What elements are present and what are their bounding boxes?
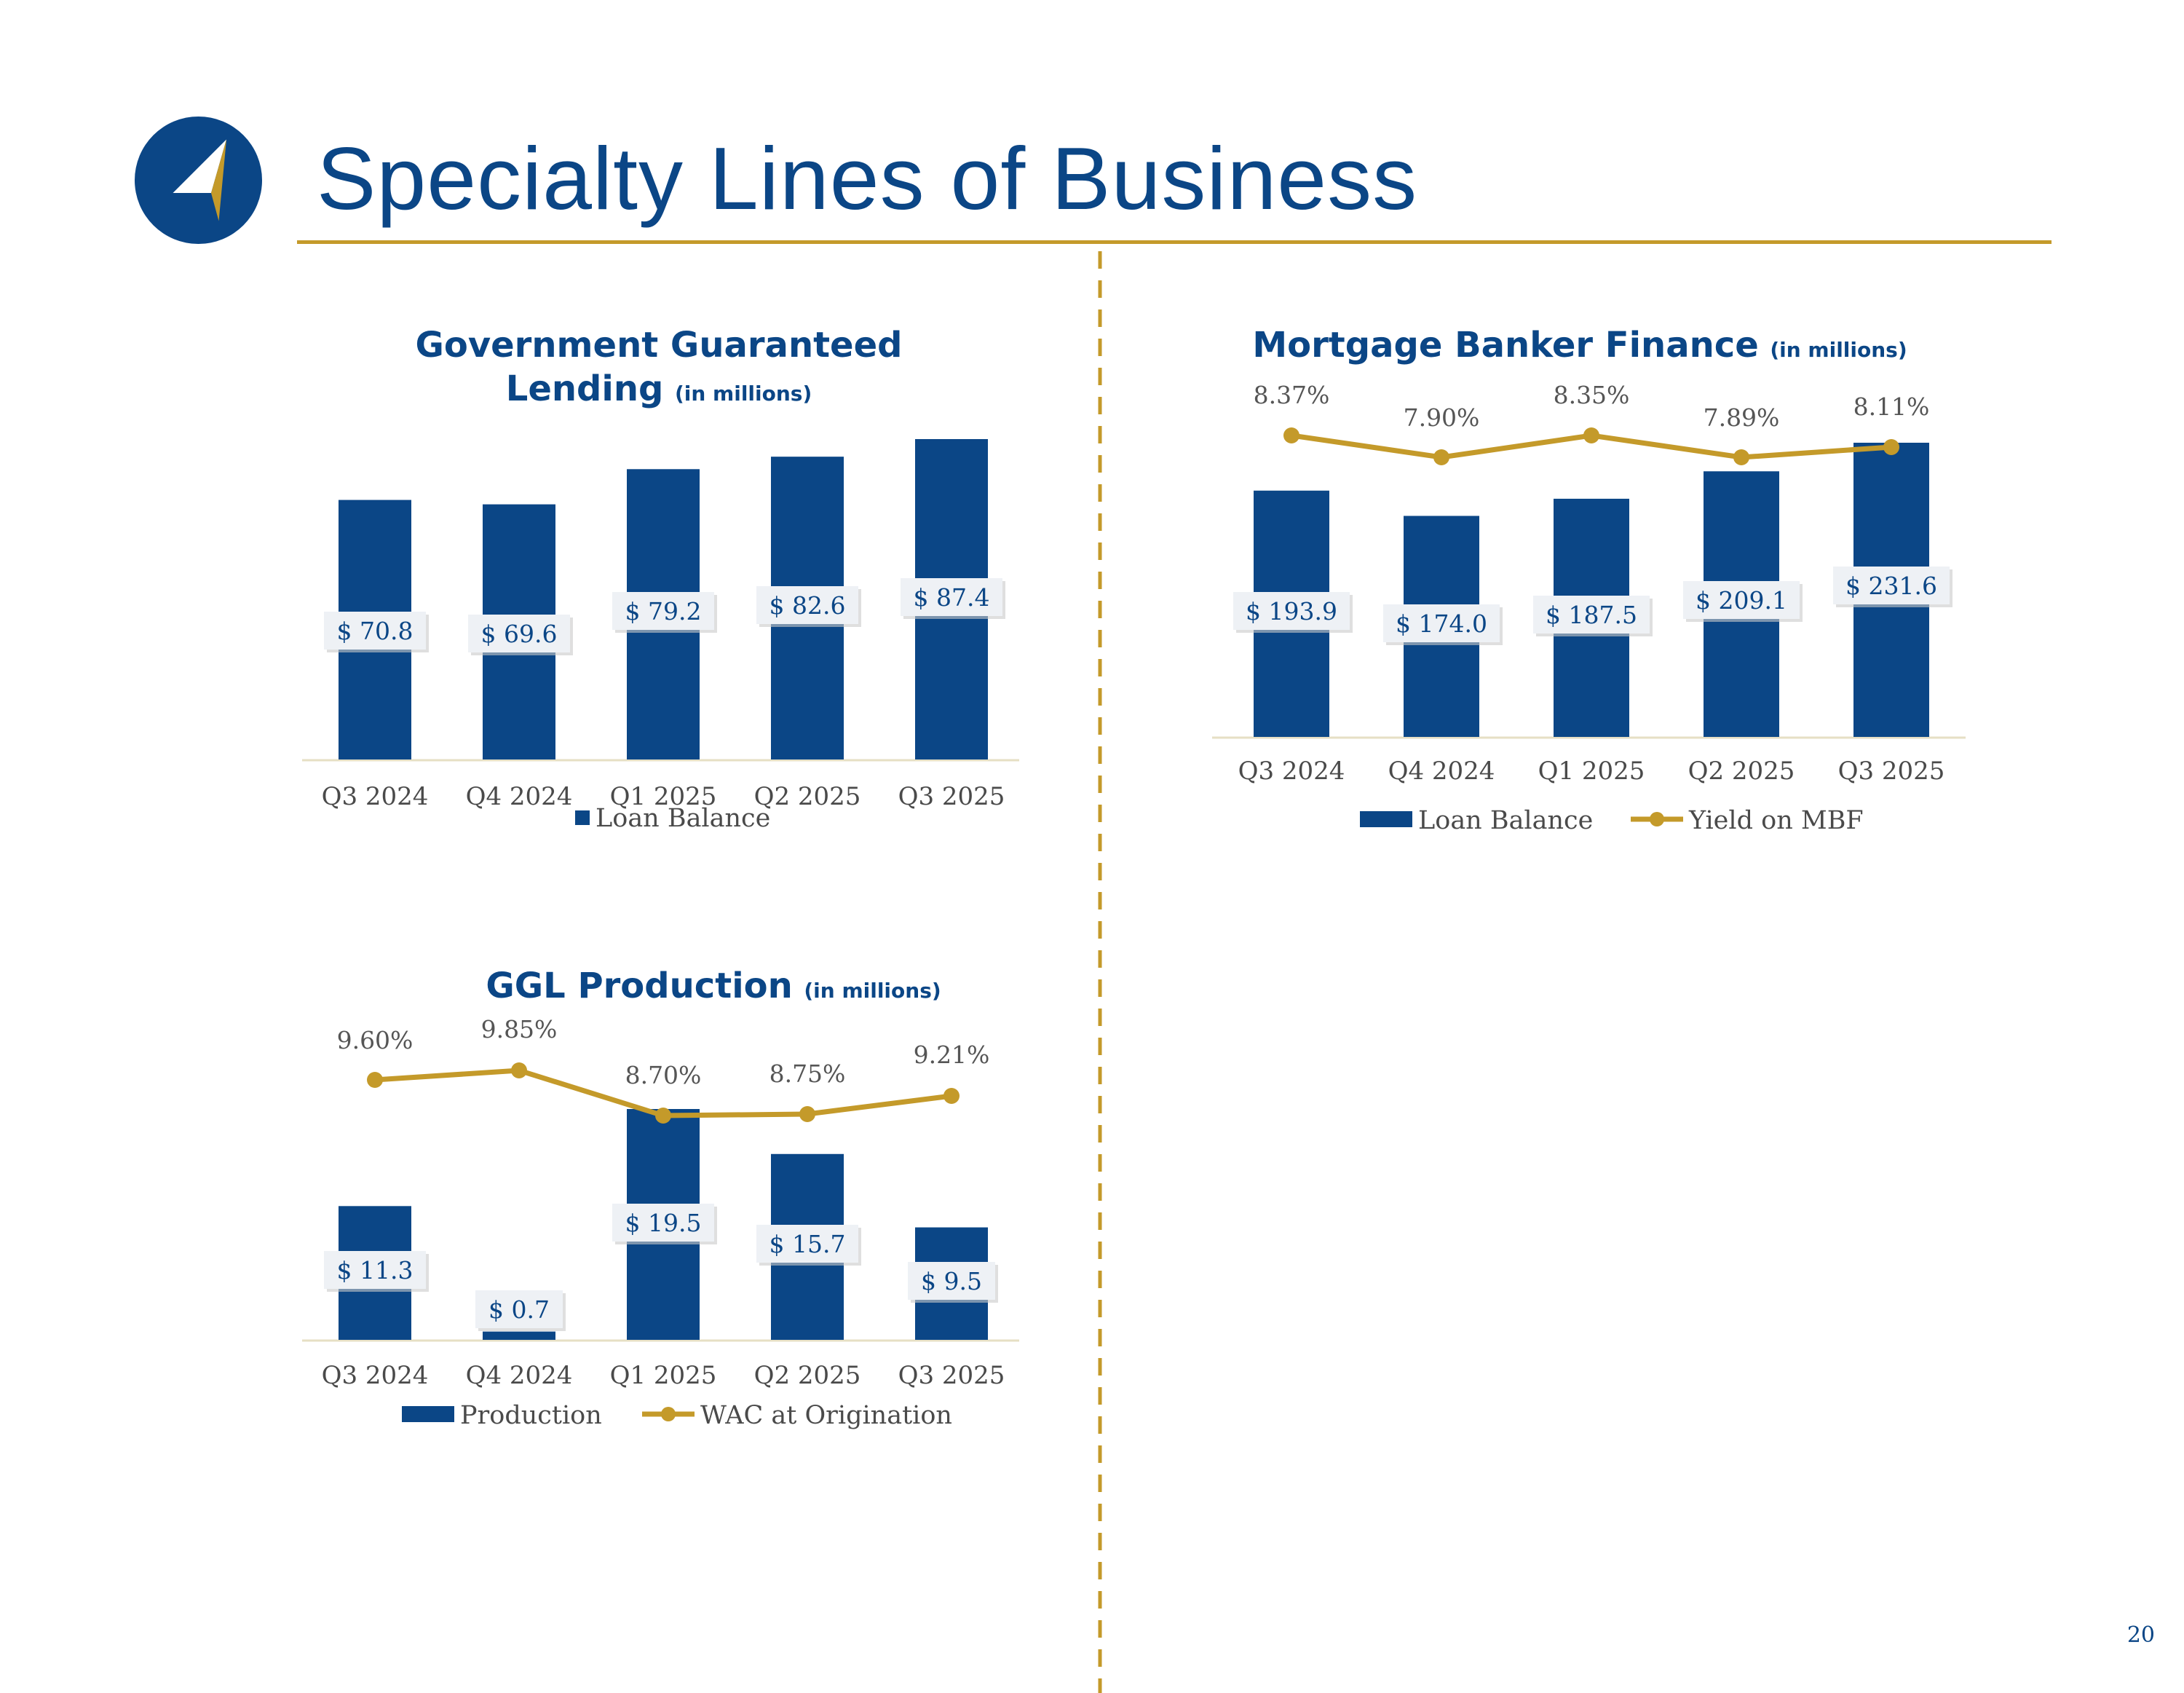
- ggl-title-line2-text: Lending: [506, 368, 664, 409]
- ggl-label-box-2: [468, 615, 570, 652]
- prod-title-suffix: (in millions): [804, 979, 941, 1003]
- mbf-x-tick-2: Q4 2024: [1388, 757, 1495, 786]
- prod-label-box-1: [324, 1251, 426, 1289]
- prod-bar-label-2: $ 0.7: [488, 1295, 550, 1324]
- mbf-title-suffix: (in millions): [1770, 338, 1907, 362]
- prod-line-point-4: [799, 1106, 815, 1122]
- prod-label-box-4: [756, 1225, 858, 1263]
- ggl-bar-label-3: $ 79.2: [625, 597, 702, 625]
- mbf-title-text: Mortgage Banker Finance: [1252, 325, 1758, 366]
- mbf-line-point-1: [1283, 427, 1299, 443]
- prod-x-tick-1: Q3 2024: [322, 1361, 429, 1390]
- mbf-x-tick-1: Q3 2024: [1238, 757, 1345, 786]
- mbf-label-box-1: [1233, 592, 1350, 630]
- mbf-line-label-3: 8.35%: [1554, 381, 1630, 409]
- ggl-title-line2: Lending (in millions): [506, 368, 812, 409]
- mbf-line-point-5: [1883, 439, 1899, 455]
- mbf-legend-label-2: Yield on MBF: [1688, 806, 1864, 835]
- prod-title-text: GGL Production: [486, 966, 792, 1006]
- mbf-label-box-4: [1683, 581, 1800, 619]
- ggl-label-box-1: [324, 612, 426, 650]
- ggl-label-box-3: [612, 592, 714, 630]
- prod-label-box-3: [612, 1204, 714, 1242]
- title-underline: [297, 240, 2052, 244]
- mbf-line-label-5: 8.11%: [1853, 392, 1930, 421]
- mbf-legend-label-1: Loan Balance: [1418, 806, 1593, 835]
- mbf-bar-label-1: $ 193.9: [1246, 597, 1337, 625]
- mbf-line-label-1: 8.37%: [1254, 381, 1330, 409]
- mbf-line-point-4: [1733, 449, 1749, 465]
- prod-label-box-5: [908, 1262, 995, 1300]
- ggl-title-suffix: (in millions): [675, 382, 812, 406]
- section-divider: [1098, 251, 1102, 1693]
- mbf-bar-label-2: $ 174.0: [1396, 609, 1487, 638]
- ggl-x-tick-5: Q3 2025: [898, 782, 1005, 811]
- mbf-label-box-5: [1833, 567, 1950, 604]
- mbf-x-tick-3: Q1 2025: [1538, 757, 1645, 786]
- prod-x-tick-3: Q1 2025: [610, 1361, 717, 1390]
- prod-x-tick-2: Q4 2024: [466, 1361, 573, 1390]
- prod-line-label-1: 9.60%: [337, 1026, 414, 1054]
- prod-line-label-2: 9.85%: [481, 1015, 558, 1043]
- mbf-legend-marker-2: [1650, 812, 1664, 826]
- ggl-x-tick-2: Q4 2024: [466, 782, 573, 811]
- ggl-label-box-4: [756, 586, 858, 624]
- mbf-plot-area: $ 193.9 Q3 2024 $ 174.0 Q4 2024 $ 187.5 Q1 20…: [1212, 381, 1966, 835]
- ggl-bar-label-4: $ 82.6: [769, 591, 846, 620]
- prod-line-point-1: [367, 1072, 383, 1088]
- ggl-x-tick-1: Q3 2024: [322, 782, 429, 811]
- ggl-label-box-5: [901, 578, 1002, 616]
- mbf-bar-label-5: $ 231.6: [1845, 572, 1937, 600]
- mbf-x-tick-5: Q3 2025: [1838, 757, 1945, 786]
- prod-legend-marker-2: [661, 1407, 676, 1421]
- mbf-line-point-3: [1583, 427, 1599, 443]
- ggl-bar-label-5: $ 87.4: [914, 583, 990, 612]
- prod-title: GGL Production (in millions): [486, 966, 941, 1006]
- ggl-bar-label-2: $ 69.6: [481, 620, 558, 648]
- mbf-line-label-2: 7.90%: [1404, 403, 1480, 432]
- prod-line-point-3: [655, 1108, 671, 1124]
- prod-bar-2: [483, 1331, 555, 1340]
- prod-line-label-5: 9.21%: [914, 1041, 990, 1069]
- prod-label-box-2: [475, 1290, 563, 1328]
- ggl-legend-label-1: Loan Balance: [596, 804, 770, 833]
- ggl-title-line1: Government Guaranteed: [415, 325, 902, 366]
- mbf-bar-label-3: $ 187.5: [1546, 601, 1637, 629]
- prod-bar-label-3: $ 19.5: [625, 1209, 702, 1237]
- ggl-plot-area: $ 70.8 Q3 2024 $ 69.6 Q4 2024 $ 79.2 Q1 2025 $…: [302, 439, 1019, 833]
- prod-bar-label-1: $ 11.3: [337, 1256, 414, 1284]
- prod-line-point-2: [511, 1062, 527, 1078]
- ggl-x-tick-4: Q2 2025: [754, 782, 861, 811]
- page-number: 20: [2126, 1622, 2155, 1648]
- mbf-line-point-2: [1433, 449, 1449, 465]
- mbf-line-label-4: 7.89%: [1704, 403, 1780, 432]
- prod-legend-label-2: WAC at Origination: [700, 1401, 952, 1430]
- page-title: Specialty Lines of Business: [317, 129, 1418, 228]
- company-logo: [135, 117, 262, 244]
- mbf-legend-swatch-1: [1360, 811, 1412, 827]
- prod-line-point-5: [943, 1088, 960, 1104]
- mbf-x-tick-4: Q2 2025: [1688, 757, 1795, 786]
- mbf-bar-label-4: $ 209.1: [1696, 586, 1787, 615]
- mbf-title: Mortgage Banker Finance (in millions): [1252, 325, 1907, 366]
- mbf-label-box-3: [1533, 596, 1650, 634]
- prod-bar-label-4: $ 15.7: [769, 1230, 846, 1258]
- prod-legend-swatch-1: [402, 1406, 454, 1422]
- ggl-x-tick-3: Q1 2025: [610, 782, 717, 811]
- mbf-label-box-2: [1383, 604, 1500, 642]
- prod-line-label-3: 8.70%: [625, 1061, 702, 1089]
- ggl-legend-swatch-1: [575, 810, 590, 825]
- prod-x-tick-4: Q2 2025: [754, 1361, 861, 1390]
- ggl-bar-label-1: $ 70.8: [337, 617, 414, 645]
- prod-legend-label-1: Production: [460, 1401, 602, 1430]
- prod-plot-area: $ 11.3 Q3 2024 $ 0.7 Q4 2024 $ 19.5 Q1 2025 $ …: [302, 1015, 1019, 1430]
- prod-x-tick-5: Q3 2025: [898, 1361, 1005, 1390]
- prod-line-label-4: 8.75%: [769, 1059, 846, 1088]
- prod-bar-label-5: $ 9.5: [921, 1267, 982, 1295]
